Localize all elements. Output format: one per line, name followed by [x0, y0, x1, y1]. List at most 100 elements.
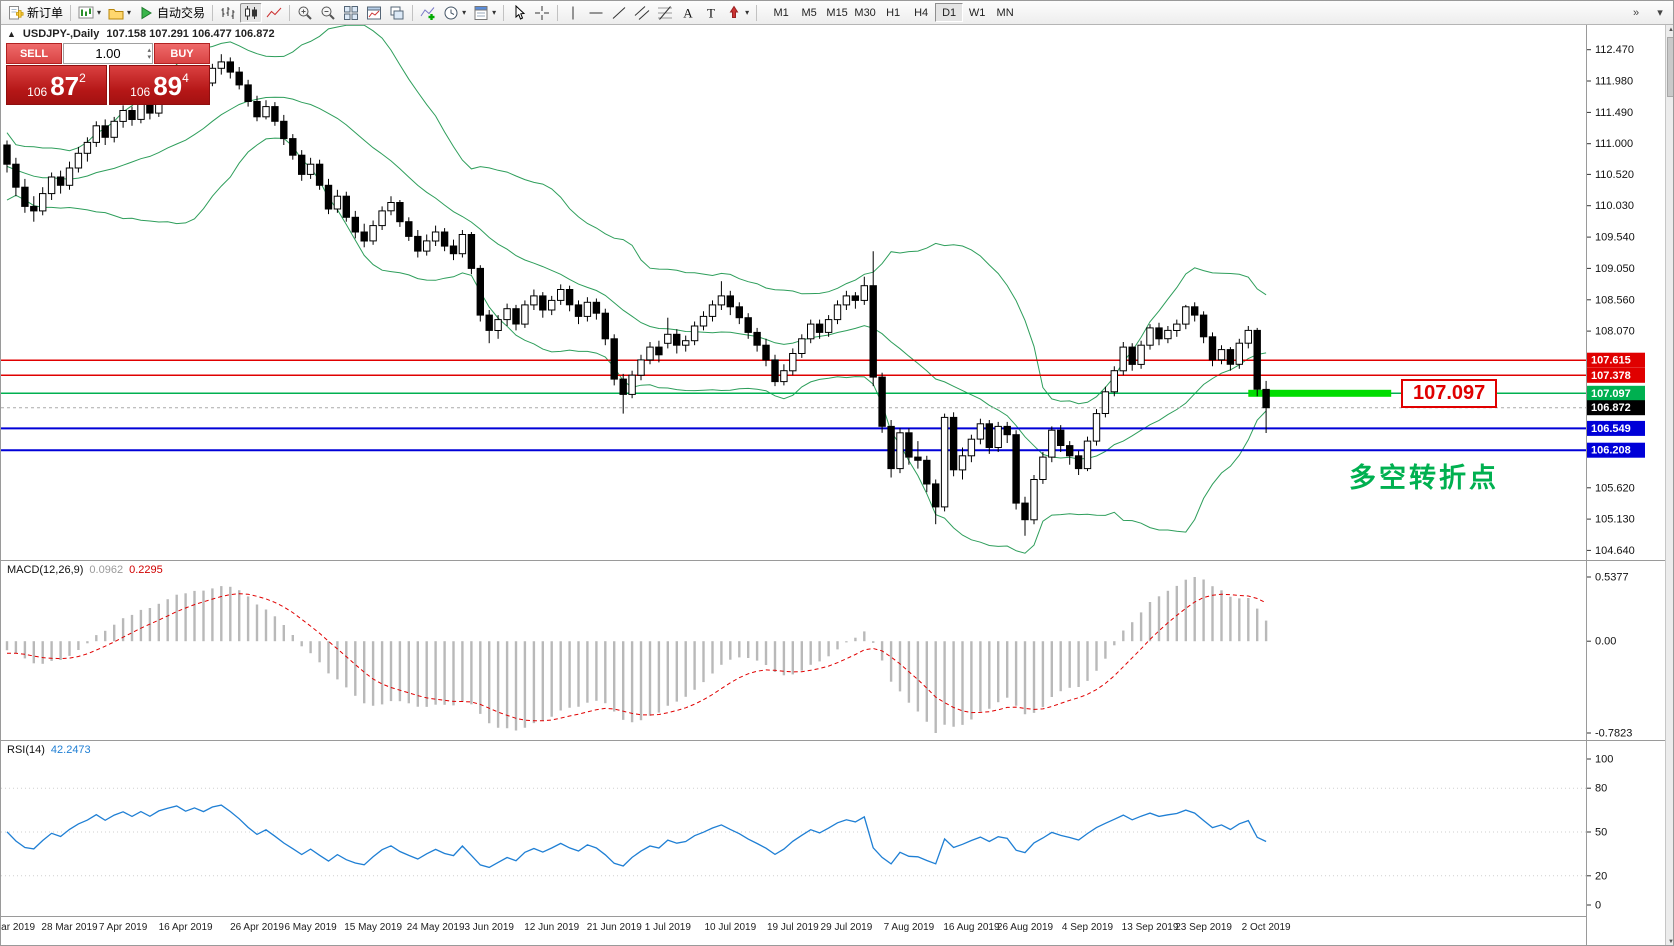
- price-scale[interactable]: 112.470 111.980 111.490 111.000 110.520 110.0…: [1587, 25, 1665, 946]
- toolbar-right-group: » ▾: [1625, 3, 1671, 23]
- toolbar-options-button[interactable]: ▾: [1649, 3, 1671, 23]
- trendline-tool-button[interactable]: [608, 3, 630, 23]
- price-axis-label: 110.030: [1595, 200, 1634, 212]
- new-chart-button[interactable]: ▾: [75, 3, 104, 23]
- tile-windows-button[interactable]: [340, 3, 362, 23]
- date-label: 24 May 2019: [406, 922, 465, 933]
- scroll-up-icon[interactable]: ▲: [1668, 27, 1674, 33]
- arrows-tool-button[interactable]: ▾: [723, 3, 752, 23]
- vertical-scrollbar[interactable]: ▲ ▼: [1665, 25, 1674, 945]
- indicators-icon: [420, 6, 435, 20]
- timeframe-button-W1[interactable]: W1: [963, 3, 991, 22]
- horizontal-lines-layer[interactable]: [1, 359, 1587, 452]
- autotrading-button[interactable]: 自动交易: [135, 3, 208, 23]
- price-callout[interactable]: 107.097: [1401, 379, 1498, 409]
- scrollbar-thumb[interactable]: [1667, 37, 1673, 97]
- profiles-button[interactable]: ▾: [105, 3, 134, 23]
- date-label: 29 Jul 2019: [820, 922, 873, 933]
- zoom-in-button[interactable]: [294, 3, 316, 23]
- autotrading-label: 自动交易: [157, 6, 206, 20]
- fibonacci-tool-button[interactable]: [654, 3, 676, 23]
- toolbar-separator: [412, 4, 414, 21]
- timeframe-button-H4[interactable]: H4: [907, 3, 935, 22]
- spinner-down-icon[interactable]: ▾: [147, 53, 151, 61]
- indicators-button[interactable]: [417, 3, 439, 23]
- sell-price-prefix: 106: [27, 85, 48, 99]
- profiles-folder-icon: [108, 8, 124, 19]
- svg-text:107.615: 107.615: [1591, 355, 1631, 367]
- turning-point-annotation[interactable]: 多空转折点: [1349, 463, 1499, 493]
- sell-price-box[interactable]: 106 87 2: [6, 65, 107, 105]
- channel-tool-button[interactable]: [631, 3, 653, 23]
- dropdown-caret-icon: ▾: [745, 7, 750, 17]
- collapse-panel-icon[interactable]: ▲: [7, 29, 16, 39]
- text-tool-button[interactable]: A: [677, 3, 699, 23]
- zoom-out-button[interactable]: [317, 3, 339, 23]
- bars-chart-button[interactable]: [217, 3, 239, 23]
- hline-price-tag: 106.549: [1587, 420, 1645, 436]
- text-tool-icon: A: [683, 5, 693, 20]
- cursor-icon: [515, 4, 526, 20]
- macd-panel-chart[interactable]: [1, 561, 1587, 741]
- vertical-line-tool-button[interactable]: [562, 3, 584, 23]
- price-axis-label: 110.520: [1595, 169, 1634, 181]
- crosshair-icon: [535, 5, 550, 20]
- lot-spinner[interactable]: ▴ ▾: [147, 44, 151, 63]
- indicator-axis-label: -0.7823: [1595, 728, 1632, 740]
- vertical-line-icon: [572, 6, 574, 19]
- highlight-zone[interactable]: [1248, 389, 1392, 397]
- date-label: 7 Apr 2019: [98, 922, 148, 933]
- timeframe-button-M15[interactable]: M15: [823, 3, 851, 22]
- new-order-icon: [9, 5, 24, 19]
- panel-separator[interactable]: [1, 560, 1673, 561]
- buy-button[interactable]: BUY: [154, 43, 210, 64]
- one-click-trading-panel: SELL 1.00 ▴ ▾ BUY 106 87 2 106 89 4: [6, 43, 210, 105]
- autotrading-play-icon: [141, 6, 153, 19]
- toolbar-separator: [289, 4, 291, 21]
- scroll-down-icon[interactable]: ▼: [1668, 939, 1674, 945]
- cursor-tool-button[interactable]: [508, 3, 530, 23]
- toolbar-overflow-button[interactable]: »: [1625, 3, 1647, 23]
- macd-name: MACD(12,26,9): [7, 564, 84, 576]
- horizontal-line-tool-button[interactable]: [585, 3, 607, 23]
- macd-label: MACD(12,26,9) 0.0962 0.2295: [7, 564, 163, 576]
- date-label: 12 Jun 2019: [524, 922, 580, 933]
- templates-button[interactable]: ▾: [470, 3, 499, 23]
- sell-price-sup: 2: [79, 71, 86, 85]
- date-label: 4 Sep 2019: [1061, 922, 1114, 933]
- price-axis-label: 111.000: [1595, 138, 1633, 150]
- buy-price-box[interactable]: 106 89 4: [109, 65, 210, 105]
- price-axis-label: 109.540: [1595, 232, 1635, 244]
- timeframe-button-M5[interactable]: M5: [795, 3, 823, 22]
- main-chart[interactable]: [1, 25, 1587, 561]
- crosshair-tool-button[interactable]: [531, 3, 553, 23]
- date-label: 21 Jun 2019: [586, 922, 642, 933]
- spinner-up-icon[interactable]: ▴: [147, 46, 151, 54]
- label-tool-button[interactable]: T: [700, 3, 722, 23]
- cascade-windows-button[interactable]: [386, 3, 408, 23]
- rsi-panel-chart[interactable]: [1, 741, 1587, 916]
- candles-layer[interactable]: [3, 54, 1270, 536]
- timeframe-button-D1[interactable]: D1: [935, 3, 964, 22]
- chart-header: ▲ USDJPY-,Daily 107.158 107.291 106.477 …: [7, 28, 275, 40]
- lot-size-input[interactable]: 1.00 ▴ ▾: [63, 43, 153, 64]
- svg-text:T: T: [707, 5, 715, 20]
- timeframe-button-M30[interactable]: M30: [851, 3, 879, 22]
- periods-button[interactable]: ▾: [440, 3, 469, 23]
- panel-separator[interactable]: [1, 740, 1673, 741]
- lot-value: 1.00: [95, 46, 121, 61]
- toolbar-separator: [503, 4, 505, 21]
- horizontal-line-icon: [589, 12, 603, 13]
- sell-button[interactable]: SELL: [6, 43, 62, 64]
- new-chart-icon: [78, 6, 94, 18]
- new-order-button[interactable]: 新订单: [5, 3, 66, 23]
- timeframe-button-M1[interactable]: M1: [767, 3, 795, 22]
- timeframe-button-H1[interactable]: H1: [879, 3, 907, 22]
- arrange-charts-button[interactable]: [363, 3, 385, 23]
- line-chart-button[interactable]: [263, 3, 285, 23]
- timeframe-button-MN[interactable]: MN: [991, 3, 1019, 22]
- candles-chart-button[interactable]: [240, 2, 263, 23]
- price-axis-label: 108.560: [1595, 294, 1635, 306]
